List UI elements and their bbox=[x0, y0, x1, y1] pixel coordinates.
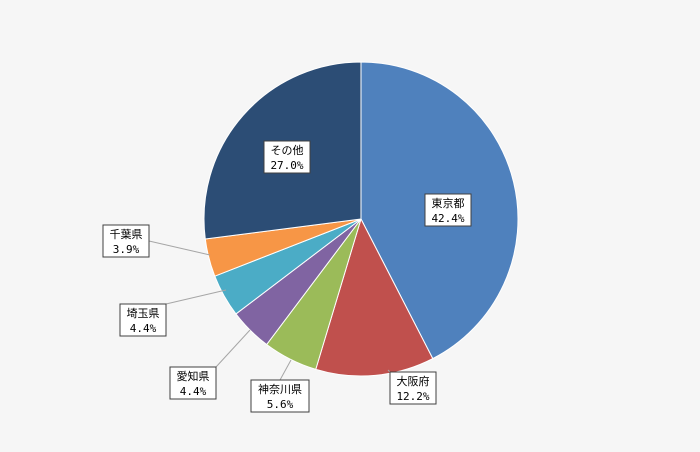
slice-value-label: 5.6% bbox=[267, 398, 294, 411]
slice-label-slice-4: 愛知県 4.4% bbox=[169, 366, 217, 400]
slice-value-label: 12.2% bbox=[396, 390, 429, 403]
slice-name-label: 埼玉県 bbox=[127, 306, 160, 320]
slice-label-slice-2: 大阪府 12.2% bbox=[389, 371, 437, 405]
pie-slice-2 bbox=[315, 217, 434, 377]
label-box bbox=[102, 224, 150, 258]
slice-name-label: 千葉県 bbox=[110, 227, 143, 241]
label-box bbox=[263, 140, 311, 174]
slice-labels: 東京都 42.4% 大阪府 12.2% 神奈川県 5.6% 愛知県 4.4% 埼玉県 4.4% 千葉… bbox=[102, 140, 472, 413]
slice-label-slice-5: 埼玉県 4.4% bbox=[119, 303, 167, 337]
slice-label-slice-6: 千葉県 3.9% bbox=[102, 224, 150, 258]
label-box bbox=[250, 379, 310, 413]
slice-value-label: 3.9% bbox=[113, 243, 140, 256]
leader-line-slice-4 bbox=[215, 329, 251, 368]
slice-label-slice-7: その他 27.0% bbox=[263, 140, 311, 174]
slice-value-label: 27.0% bbox=[270, 159, 303, 172]
leader-line-slice-6 bbox=[148, 240, 211, 256]
leader-lines bbox=[148, 240, 391, 381]
slice-label-slice-3: 神奈川県 5.6% bbox=[250, 379, 310, 413]
leader-line-slice-5 bbox=[165, 289, 227, 305]
slice-name-label: 大阪府 bbox=[397, 374, 430, 388]
slice-name-label: 愛知県 bbox=[177, 369, 210, 383]
label-box bbox=[169, 366, 217, 400]
slice-name-label: 東京都 bbox=[432, 196, 465, 210]
label-box bbox=[119, 303, 167, 337]
leader-line-slice-3 bbox=[279, 359, 292, 381]
label-box bbox=[424, 193, 472, 227]
slice-name-label: その他 bbox=[271, 144, 304, 157]
slice-value-label: 42.4% bbox=[431, 212, 464, 225]
slice-value-label: 4.4% bbox=[130, 322, 157, 335]
slice-label-slice-1: 東京都 42.4% bbox=[424, 193, 472, 227]
slice-value-label: 4.4% bbox=[180, 385, 207, 398]
label-box bbox=[389, 371, 437, 405]
slice-name-label: 神奈川県 bbox=[258, 382, 302, 396]
